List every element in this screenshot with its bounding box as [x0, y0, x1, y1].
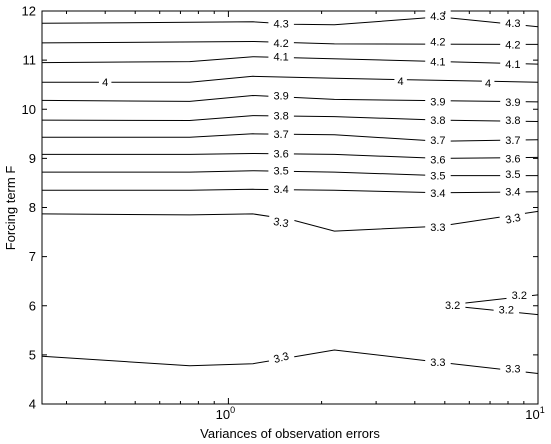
- contour-label-bg: [268, 163, 294, 178]
- contour-label-bg: [268, 35, 294, 50]
- contour-label-bg: [268, 181, 294, 196]
- contour-label: 3.3: [272, 216, 289, 230]
- contour-label-bg: [500, 94, 526, 109]
- contour-label: 3.3: [504, 212, 521, 227]
- contour-label-bg: [268, 108, 294, 123]
- contour-label-bg: [425, 113, 451, 128]
- plot-area: [41, 10, 539, 405]
- contour-label: 4.2: [430, 37, 445, 49]
- contour-label-bg: [268, 88, 294, 103]
- x-axis-label: Variances of observation errors: [200, 426, 380, 441]
- contour-label-bg: [500, 184, 526, 199]
- contour-label-bg: [425, 54, 451, 69]
- contour-label: 3.9: [505, 97, 520, 109]
- contour-label: 3.3: [272, 350, 290, 366]
- contour-label-bg: [500, 15, 526, 30]
- contour-label: 3.6: [430, 154, 445, 166]
- contour-label: 4.3: [505, 18, 520, 30]
- contour-label-bg: [268, 126, 294, 141]
- contour-label-bg: [506, 287, 532, 302]
- y-axis-label: Forcing term F: [3, 166, 18, 251]
- contour-label-bg: [425, 168, 451, 183]
- contour-line-3-9: [41, 94, 539, 103]
- contour-label: 3.2: [512, 290, 527, 302]
- y-tick-label: 10: [22, 102, 36, 117]
- contour-label: 3.9: [273, 91, 288, 103]
- contour-label: 4: [485, 78, 491, 90]
- contour-label: 4: [398, 76, 404, 88]
- contour-label-bg: [425, 152, 451, 167]
- y-axis-ticks: 4 5 6 7 8 9 10 11 12: [22, 4, 538, 412]
- contour-label-bg: [267, 347, 296, 368]
- contour-label-bg: [500, 361, 526, 376]
- contour-label: 3.2: [445, 300, 460, 312]
- contour-label: 4.1: [505, 59, 520, 71]
- contour-label-bg: [425, 185, 451, 200]
- contour-label-bg: [500, 113, 526, 128]
- contour-label-bg: [500, 57, 526, 72]
- contour-label: 3.8: [273, 111, 288, 123]
- contour-line-4-1: [41, 56, 539, 65]
- contour-label: 3.5: [505, 169, 520, 181]
- contour-label: 4.3: [430, 11, 445, 23]
- contour-label: 3.4: [505, 186, 520, 198]
- contour-label: 3.7: [505, 135, 520, 147]
- y-tick-label: 9: [29, 151, 36, 166]
- contour-label-bg: [268, 146, 294, 161]
- y-tick-label: 7: [29, 249, 36, 264]
- contour-label-bg: [267, 213, 295, 232]
- contour-label-bg: [425, 220, 451, 235]
- contour-label: 4.3: [273, 18, 288, 30]
- contour-label: 3.7: [273, 129, 288, 141]
- contour-label-bg: [425, 34, 451, 49]
- y-tick-label: 6: [29, 298, 36, 313]
- contour-label: 3.9: [430, 96, 445, 108]
- x-tick-label: 101: [525, 405, 544, 422]
- contour-labels: 4.3 4.3 4.3 4.2 4.2 4.2 4.1 4.1 4.1 4 4 4 3.9 3.9 3.9 3…: [98, 8, 532, 376]
- contour-label-bg: [425, 354, 451, 369]
- contour-label: 4.1: [430, 57, 445, 69]
- contour-label-bg: [500, 151, 526, 166]
- contour-label: 3.4: [273, 184, 288, 196]
- x-tick-label: 100: [216, 405, 235, 422]
- contour-label: 3.6: [273, 149, 288, 161]
- contour-label-bg: [499, 208, 527, 228]
- contour-label: 3.5: [273, 166, 288, 178]
- y-tick-label: 4: [29, 397, 36, 412]
- contour-label-bg: [98, 75, 112, 90]
- contour-label: 4.2: [505, 39, 520, 51]
- contour-label: 3.5: [430, 171, 445, 183]
- contour-label: 4: [102, 77, 108, 89]
- contour-label-bg: [500, 133, 526, 148]
- contour-label: 4.2: [273, 38, 288, 50]
- contour-label-bg: [500, 37, 526, 52]
- contour-label: 3.8: [430, 115, 445, 127]
- contour-label: 3.2: [499, 305, 514, 317]
- contour-label: 4.1: [273, 52, 288, 64]
- contour-label-bg: [394, 73, 407, 88]
- y-tick-label: 11: [23, 53, 37, 68]
- contour-label-bg: [500, 167, 526, 182]
- contour-label-bg: [268, 16, 294, 31]
- contour-label: 3.6: [505, 153, 520, 165]
- y-tick-label: 5: [29, 347, 36, 362]
- contour-label: 3.4: [430, 188, 445, 200]
- contour-label: 3.3: [430, 357, 445, 369]
- x-axis-ticks: 100 101: [66, 11, 545, 422]
- contour-label-bg: [493, 302, 520, 317]
- contour-label-bg: [268, 49, 294, 64]
- contour-label-bg: [481, 76, 495, 91]
- contour-label-bg: [425, 94, 451, 109]
- y-tick-label: 12: [22, 4, 36, 19]
- contour-label: 3.7: [430, 135, 445, 147]
- contour-line-4-3: [41, 16, 539, 28]
- contour-label-bg: [439, 297, 466, 312]
- contour-label: 3.3: [505, 364, 520, 376]
- contour-label: 3.8: [505, 115, 520, 127]
- contour-label-bg: [425, 133, 451, 148]
- contour-label: 3.3: [430, 222, 445, 234]
- y-tick-label: 8: [29, 200, 36, 215]
